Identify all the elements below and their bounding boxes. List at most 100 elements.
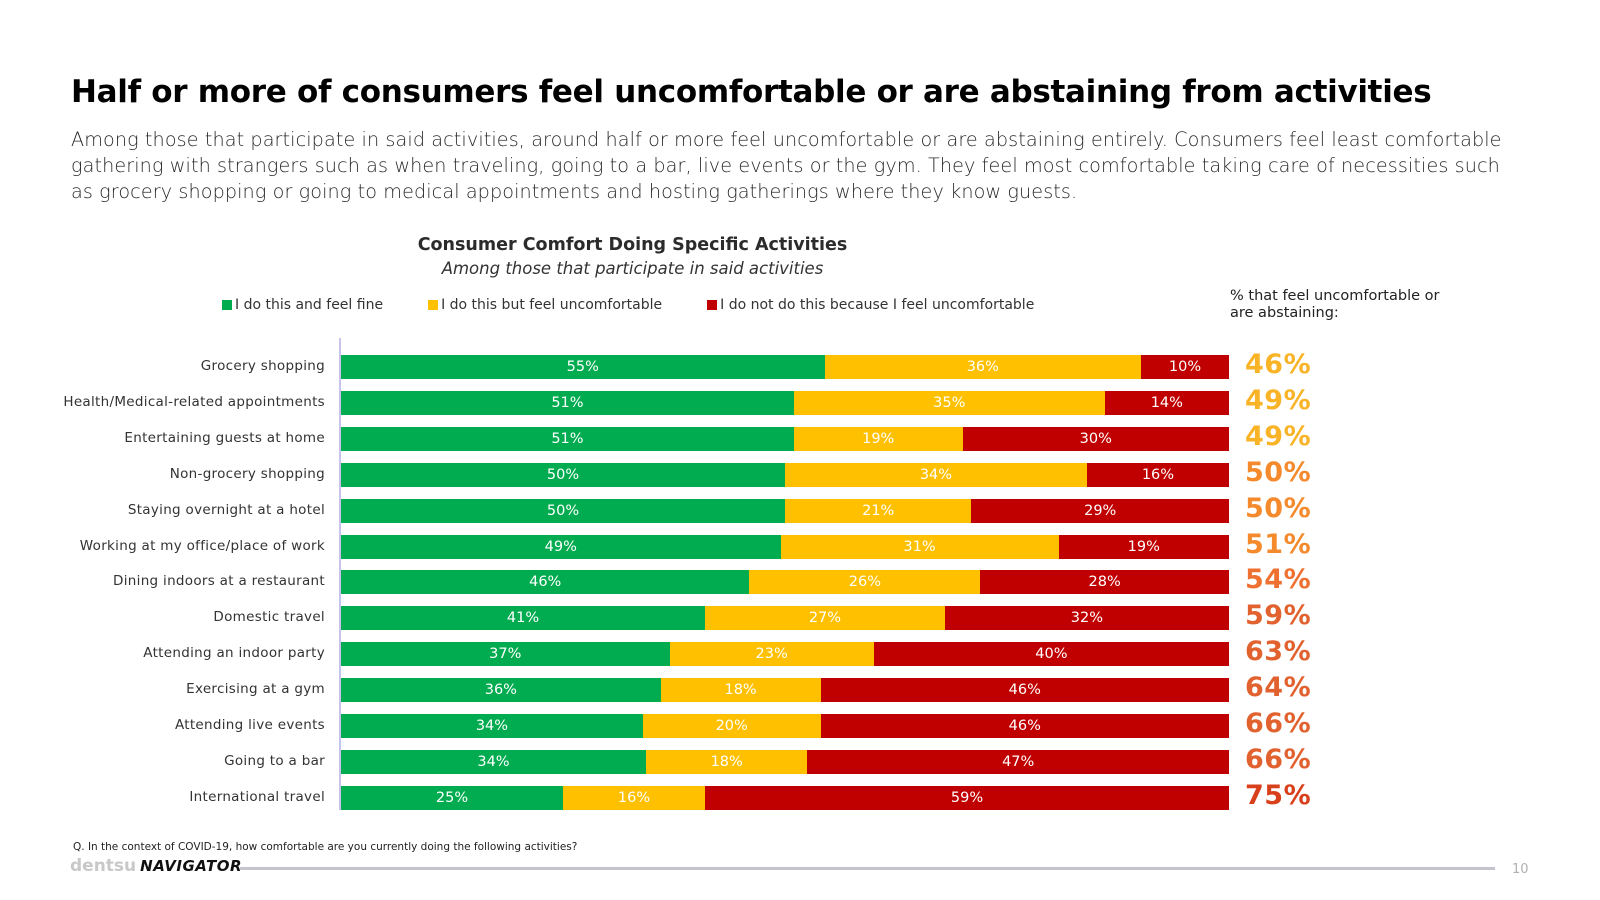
chart-subtitle: Among those that participate in said act… xyxy=(441,259,824,278)
bar-segment-uncomfortable: 31% xyxy=(780,534,1059,559)
bar-segment-uncomfortable: 19% xyxy=(793,426,963,451)
category-label: International travel xyxy=(189,788,325,805)
bar-data-label: 40% xyxy=(1035,646,1068,663)
total-uncomfortable-label: 49% xyxy=(1245,384,1312,416)
legend-swatch-fine xyxy=(222,300,232,310)
chart-title: Consumer Comfort Doing Specific Activiti… xyxy=(417,235,848,255)
category-label: Going to a bar xyxy=(224,752,325,769)
category-label: Entertaining guests at home xyxy=(124,429,325,446)
bar-data-label: 23% xyxy=(755,646,788,663)
legend-swatch-abstain xyxy=(707,300,718,310)
legend-item-fine: I do this and feel fine xyxy=(222,297,383,313)
bar-data-label: 27% xyxy=(808,610,842,627)
bar-segment-fine: 46% xyxy=(341,570,750,595)
bar-data-label: 18% xyxy=(710,753,743,770)
bar-segment-abstain: 46% xyxy=(820,714,1229,738)
bar-segment-fine: 36% xyxy=(341,678,661,703)
legend-label-fine: I do this and feel fine xyxy=(235,297,384,313)
total-uncomfortable-label: 66% xyxy=(1245,743,1312,775)
logo-product: NAVIGATOR xyxy=(140,857,243,875)
bar-segment-uncomfortable: 18% xyxy=(645,749,808,774)
bar-segment-uncomfortable: 16% xyxy=(563,785,706,810)
category-label: Attending live events xyxy=(174,717,325,733)
bar-data-label: 37% xyxy=(489,646,522,663)
footer-logo: dentsu NAVIGATOR xyxy=(70,856,242,876)
legend-label-uncomfortable: I do this but feel uncomfortable xyxy=(441,297,663,313)
bar-segment-fine: 37% xyxy=(341,642,670,667)
survey-question-footnote: Q. In the context of COVID-19, how comfo… xyxy=(73,841,578,853)
bar-data-label: 49% xyxy=(544,538,577,555)
category-axis-line xyxy=(339,338,341,810)
bar-data-label: 19% xyxy=(862,430,895,447)
bar-segment-uncomfortable: 23% xyxy=(669,642,874,667)
bar-segment-uncomfortable: 35% xyxy=(793,390,1105,415)
bar-segment-abstain: 40% xyxy=(873,642,1229,667)
legend-swatch-uncomfortable xyxy=(428,300,439,310)
bar-data-label: 34% xyxy=(477,753,510,770)
page-number: 10 xyxy=(1512,862,1529,877)
total-uncomfortable-label: 59% xyxy=(1245,600,1312,632)
total-uncomfortable-label: 46% xyxy=(1245,349,1312,380)
category-label: Attending an indoor party xyxy=(143,645,325,662)
category-label: Staying overnight at a hotel xyxy=(127,501,325,518)
category-label: Health/Medical-related appointments xyxy=(63,393,325,410)
bar-data-label: 51% xyxy=(551,394,584,411)
page-headline: Half or more of consumers feel uncomfort… xyxy=(71,74,1432,110)
intro-paragraph: Among those that participate in said act… xyxy=(71,128,1502,203)
total-uncomfortable-label: 63% xyxy=(1245,636,1312,668)
bar-segment-fine: 25% xyxy=(341,785,563,810)
bar-data-label: 46% xyxy=(1008,718,1041,734)
bar-data-label: 18% xyxy=(724,682,757,699)
bar-segment-abstain: 19% xyxy=(1058,534,1229,559)
bar-data-label: 20% xyxy=(715,718,748,734)
bar-data-label: 50% xyxy=(546,466,580,483)
bar-segment-uncomfortable: 34% xyxy=(785,462,1087,487)
bar-data-label: 34% xyxy=(475,718,509,734)
bar-data-label: 32% xyxy=(1070,610,1104,627)
bar-data-label: 55% xyxy=(566,359,599,375)
total-uncomfortable-label: 49% xyxy=(1245,420,1312,452)
legend-label-abstain: I do not do this because I feel uncomfor… xyxy=(720,297,1035,313)
bar-segment-abstain: 30% xyxy=(962,426,1229,451)
bar-segment-fine: 55% xyxy=(341,355,825,379)
bar-segment-fine: 34% xyxy=(341,714,643,738)
bar-segment-abstain: 59% xyxy=(705,785,1229,810)
bar-data-label: 46% xyxy=(1008,682,1041,699)
bar-data-label: 19% xyxy=(1127,538,1160,555)
total-uncomfortable-label: 66% xyxy=(1245,708,1312,739)
bar-data-label: 25% xyxy=(435,789,469,806)
bar-segment-abstain: 47% xyxy=(807,749,1229,774)
bar-data-label: 41% xyxy=(506,610,540,627)
total-uncomfortable-label: 50% xyxy=(1245,456,1312,488)
bar-data-label: 34% xyxy=(919,466,953,483)
bar-data-label: 50% xyxy=(546,502,580,519)
category-label: Exercising at a gym xyxy=(186,681,325,698)
bar-data-label: 35% xyxy=(933,394,966,411)
bar-segment-abstain: 28% xyxy=(980,570,1229,595)
bar-segment-fine: 49% xyxy=(341,534,781,559)
bar-segment-uncomfortable: 26% xyxy=(749,570,981,595)
bar-segment-fine: 51% xyxy=(341,390,794,415)
bar-data-label: 30% xyxy=(1079,430,1112,447)
category-label: Domestic travel xyxy=(213,609,325,626)
bar-data-label: 31% xyxy=(903,538,936,555)
bar-data-label: 26% xyxy=(848,574,882,591)
bar-segment-abstain: 32% xyxy=(944,606,1229,631)
bar-data-label: 51% xyxy=(551,430,584,447)
bar-segment-abstain: 16% xyxy=(1086,462,1229,487)
bar-segment-fine: 34% xyxy=(341,749,646,774)
category-label: Working at my office/place of work xyxy=(79,537,325,554)
logo-brand: dentsu xyxy=(70,856,137,876)
bar-data-label: 59% xyxy=(950,789,984,806)
totals-header: % that feel uncomfortable or are abstain… xyxy=(1230,288,1440,322)
footer-divider xyxy=(240,867,1495,870)
bar-data-label: 16% xyxy=(1141,466,1175,483)
bar-data-label: 10% xyxy=(1168,359,1202,375)
bar-data-label: 16% xyxy=(617,789,651,806)
category-label: Grocery shopping xyxy=(200,358,325,374)
bar-data-label: 47% xyxy=(1002,753,1035,770)
total-uncomfortable-label: 51% xyxy=(1245,528,1312,560)
bar-segment-fine: 51% xyxy=(341,426,794,451)
category-label: Dining indoors at a restaurant xyxy=(113,573,325,590)
bar-segment-abstain: 29% xyxy=(971,498,1229,523)
